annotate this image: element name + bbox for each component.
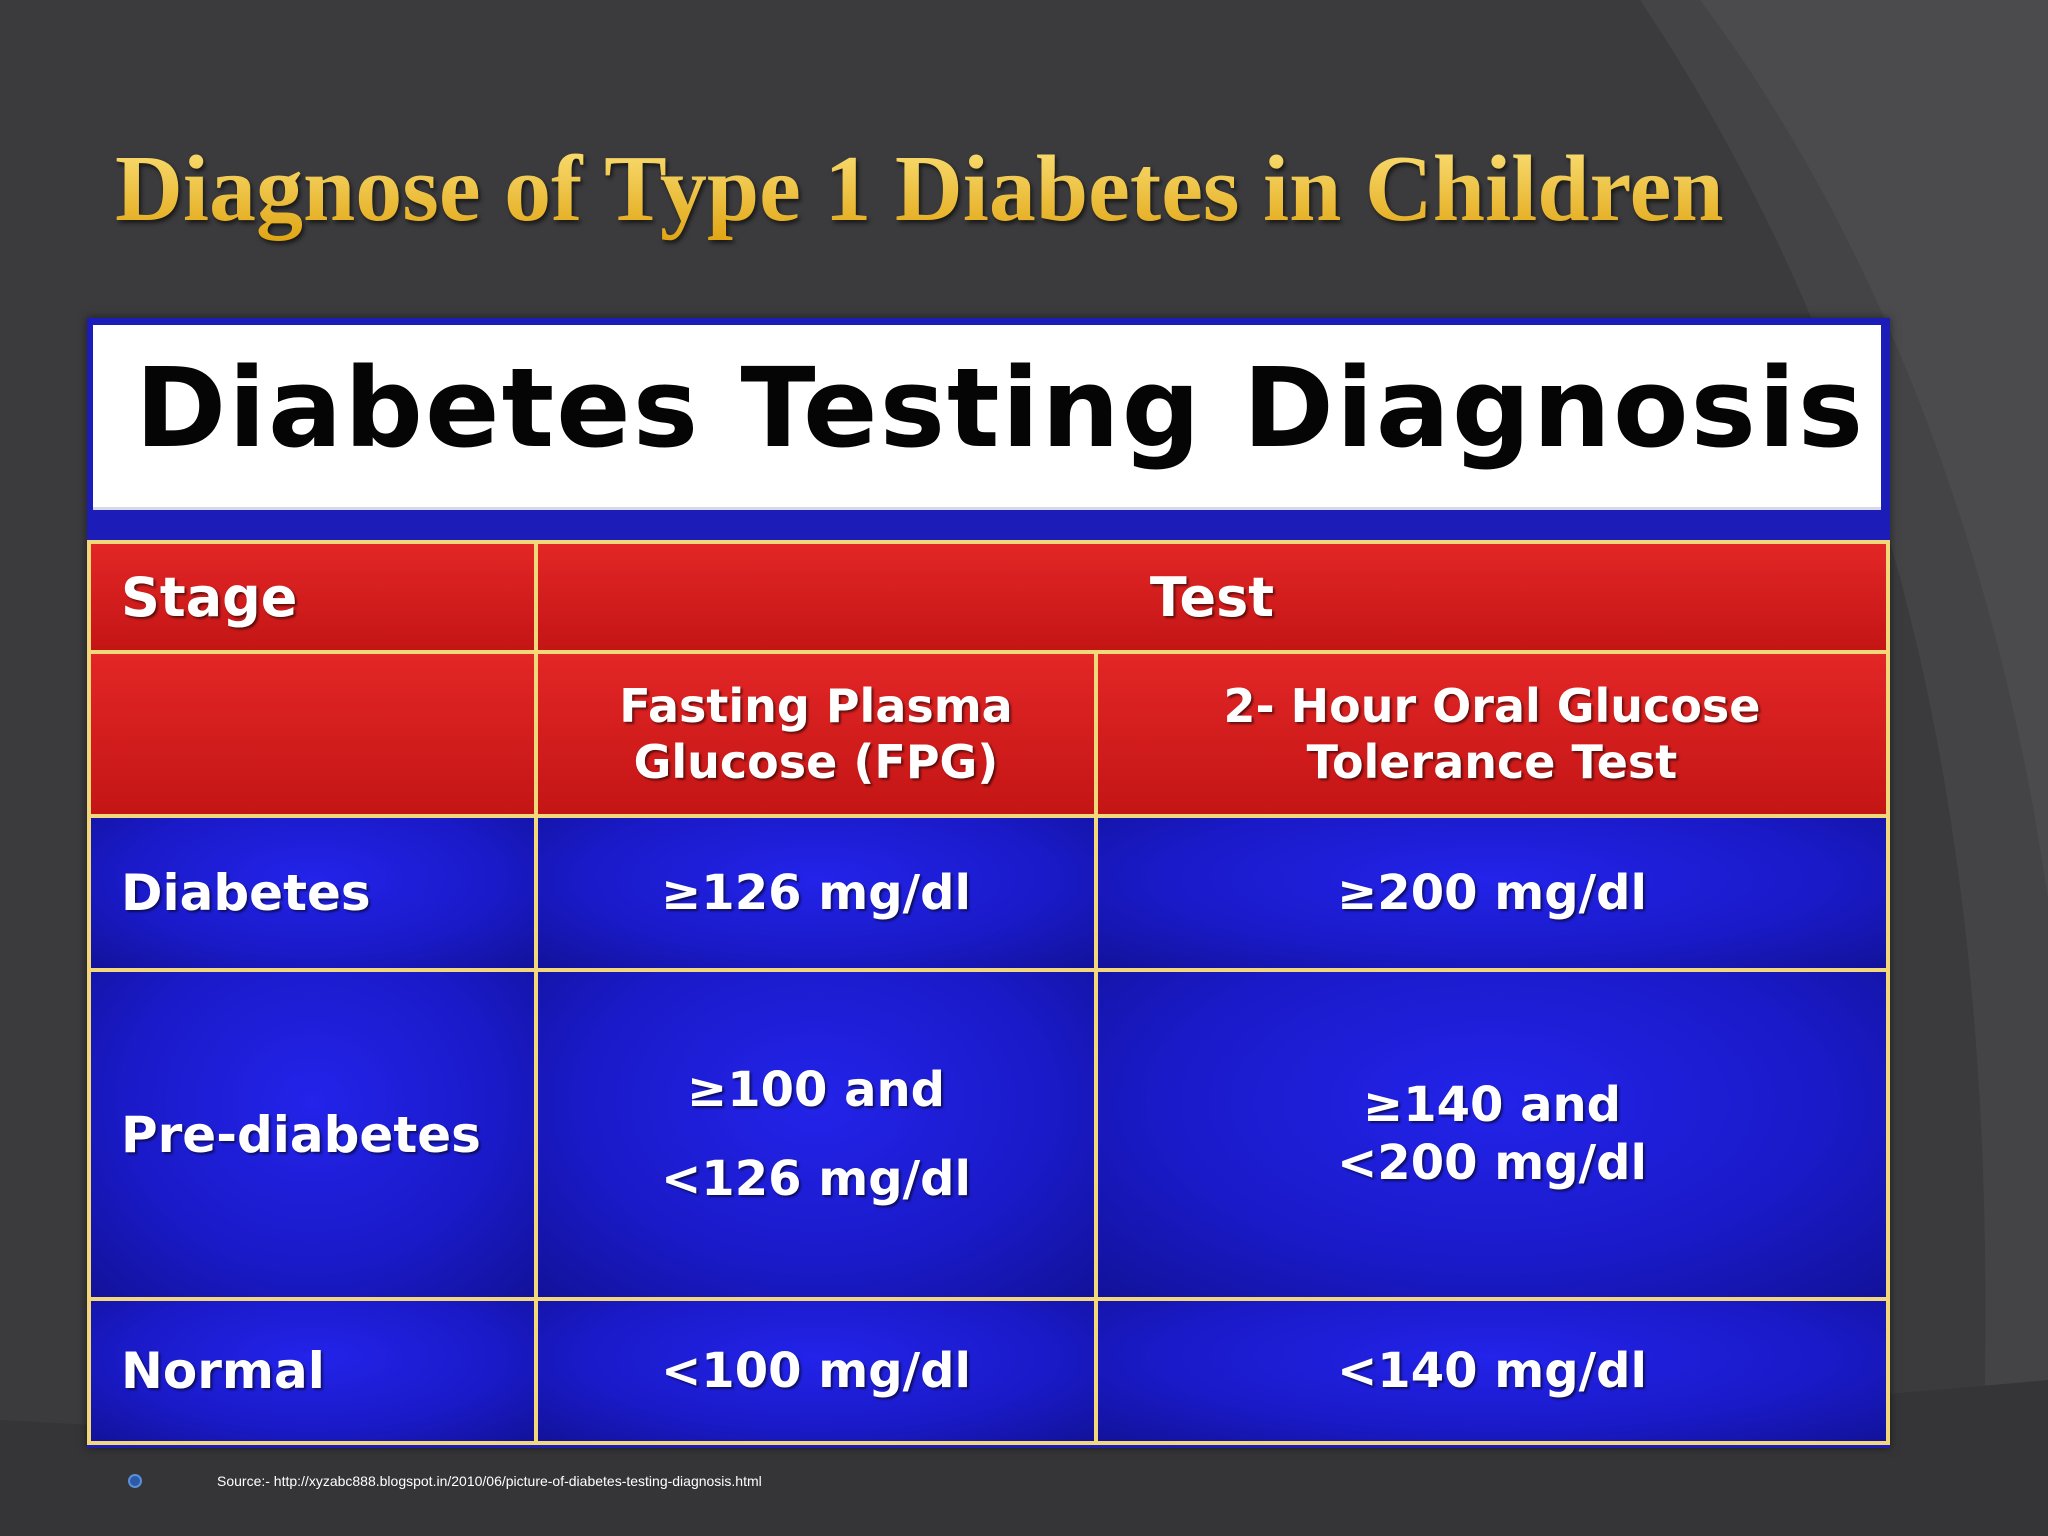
- ogtt-column-header: 2- Hour Oral Glucose Tolerance Test: [1098, 654, 1886, 814]
- figure-title-banner: Diabetes Testing Diagnosis: [93, 325, 1881, 510]
- diagnosis-figure: Diabetes Testing Diagnosis Stage Test Fa…: [87, 318, 1890, 1448]
- row-normal-stage: Normal: [91, 1301, 534, 1441]
- source-citation: Source:- http://xyzabc888.blogspot.in/20…: [217, 1473, 762, 1489]
- bullet-icon: [130, 1476, 140, 1486]
- row-diabetes-stage: Diabetes: [91, 818, 534, 968]
- stage-subheader-empty: [91, 654, 534, 814]
- test-header: Test: [538, 544, 1886, 650]
- row-diabetes-ogtt: ≥200 mg/dl: [1098, 818, 1886, 968]
- figure-title: Diabetes Testing Diagnosis: [135, 344, 1866, 472]
- row-prediabetes-fpg: ≥100 and <126 mg/dl: [538, 972, 1094, 1297]
- row-prediabetes-ogtt: ≥140 and <200 mg/dl: [1098, 972, 1886, 1297]
- stage-header: Stage: [91, 544, 534, 650]
- row-prediabetes-stage: Pre-diabetes: [91, 972, 534, 1297]
- row-diabetes-fpg: ≥126 mg/dl: [538, 818, 1094, 968]
- row-normal-fpg: <100 mg/dl: [538, 1301, 1094, 1441]
- row-normal-ogtt: <140 mg/dl: [1098, 1301, 1886, 1441]
- diagnosis-table: Stage Test Fasting Plasma Glucose (FPG) …: [87, 540, 1890, 1445]
- slide-title: Diagnose of Type 1 Diabetes in Children: [115, 137, 1724, 241]
- fpg-column-header: Fasting Plasma Glucose (FPG): [538, 654, 1094, 814]
